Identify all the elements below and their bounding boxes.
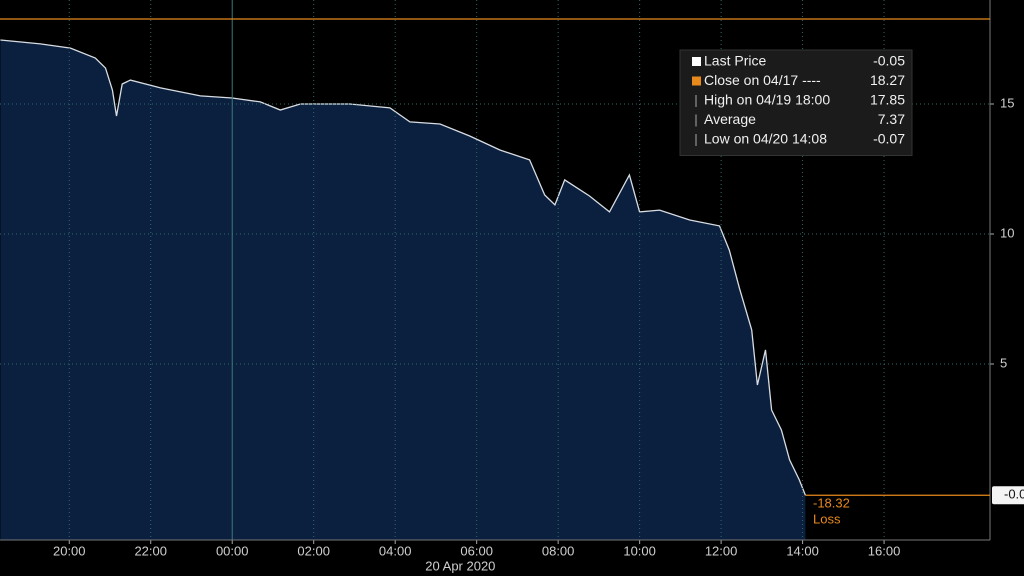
legend-label: Close on 04/17 ----: [704, 72, 821, 88]
last-price-label: -0.0: [1004, 487, 1024, 502]
legend-label: Low on 04/20 14:08: [704, 131, 827, 147]
x-tick-label: 16:00: [868, 543, 901, 558]
legend-box: [679, 49, 913, 156]
x-tick-label: 02:00: [297, 543, 330, 558]
x-tick-label: 10:00: [623, 543, 656, 558]
x-tick-label: 08:00: [542, 543, 575, 558]
x-tick-label: 06:00: [460, 543, 493, 558]
last-price-box: [992, 486, 1024, 505]
y-tick-label: 15: [1000, 95, 1014, 110]
legend-value: 18.27: [870, 72, 905, 88]
loss-value: -18.32: [813, 496, 850, 511]
legend-value: 7.37: [878, 111, 905, 127]
legend-value: 17.85: [870, 92, 905, 108]
area-fill: [0, 40, 806, 540]
legend-label: Last Price: [704, 53, 766, 69]
legend-label: High on 04/19 18:00: [704, 92, 830, 108]
x-tick-label: 20:00: [53, 543, 86, 558]
x-tick-label: 00:00: [216, 543, 249, 558]
legend-value: -0.07: [873, 131, 905, 147]
y-tick-label: 10: [1000, 225, 1014, 240]
legend-value: -0.05: [873, 53, 905, 69]
loss-text: Loss: [813, 512, 841, 527]
date-label: 20 Apr 2020: [425, 558, 495, 573]
x-tick-label: 04:00: [379, 543, 412, 558]
y-tick-label: 5: [1000, 355, 1007, 370]
price-line: [0, 39, 807, 496]
x-tick-label: 22:00: [134, 543, 167, 558]
x-tick-label: 14:00: [786, 543, 819, 558]
x-tick-label: 12:00: [705, 543, 738, 558]
legend-swatch: [692, 76, 701, 86]
legend-swatch: [692, 57, 701, 66]
legend-label: Average: [704, 111, 756, 127]
